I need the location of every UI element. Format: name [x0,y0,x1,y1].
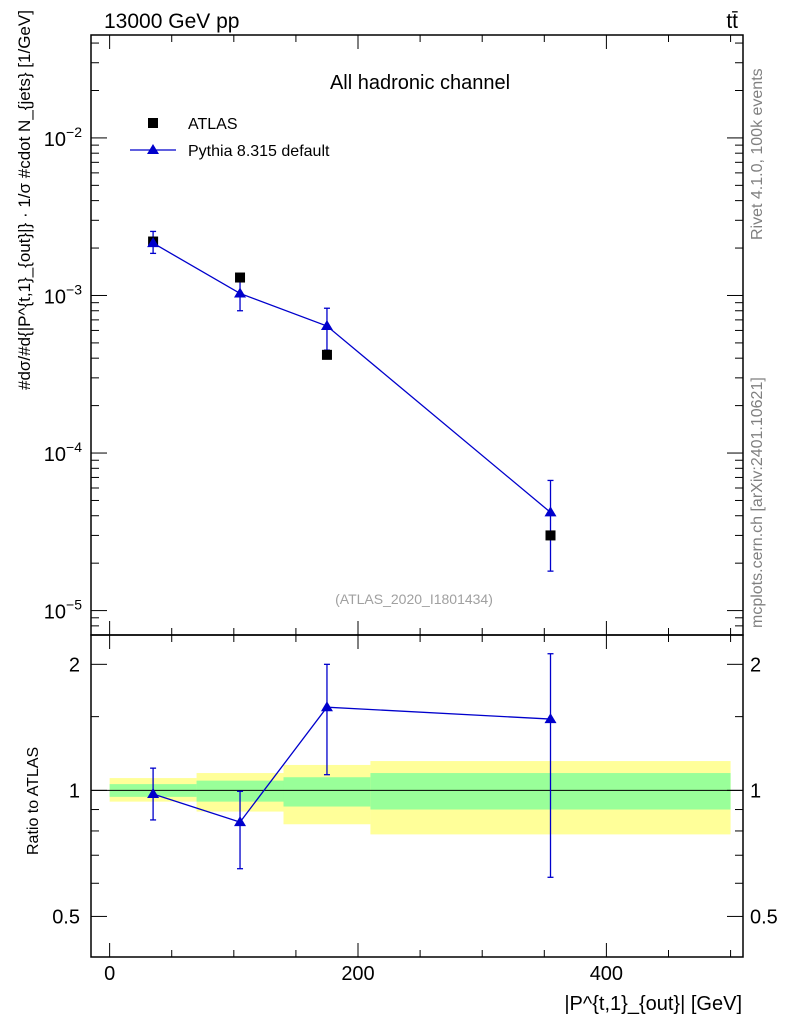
pythia-point-0 [147,237,160,248]
pythia-point-3 [544,506,557,517]
y-ratio-tick-label-right-2: 2 [750,654,761,676]
ratio-band-green-2 [283,777,371,807]
x-tick-label-1: 200 [341,963,374,985]
ratio-point-0 [147,788,160,799]
legend: ATLAS Pythia 8.315 default [130,116,330,160]
y-axis-label-ratio: Ratio to ATLAS [25,747,42,855]
pythia-point-1 [234,287,247,298]
y-main-tick-label-1: 10−3 [44,281,82,308]
x-tick-label-2: 400 [590,963,623,985]
atlas-point-1 [235,272,246,283]
atlas-point-3 [545,530,556,541]
legend-marker-atlas [148,118,158,128]
ratio-series-line [152,706,551,823]
x-axis-label: |P^{t,1}_{out}| [GeV] [564,993,742,1015]
y-axis-label-main: #dσ/#d{|P^{t,1}_{out}|} · 1/σ #cdot N_{j… [15,10,34,390]
pythia-series-line [152,242,551,513]
ratio-point-1 [234,816,247,827]
x-tick-label-0: 0 [104,963,115,985]
y-ratio-tick-label-left-0: 0.5 [52,906,80,928]
axes-ticks: 0 200 400 10−2 10−3 10−4 10−5 0.5 0.5 1 1 2 2 [44,35,778,985]
analysis-watermark: (ATLAS_2020_I1801434) [335,591,493,607]
main-plot-area [147,230,557,572]
ratio-plot-area [91,653,743,878]
legend-label-atlas: ATLAS [188,116,238,133]
header-energy-label: 13000 GeV pp [104,10,239,33]
side-label-mcplots: mcplots.cern.ch [arXiv:2401.10621] [749,377,766,628]
header-process-label: tt̄ [726,10,738,33]
y-ratio-tick-label-right-0: 0.5 [750,906,778,928]
y-main-tick-label-0: 10−2 [44,124,82,151]
side-label-rivet: Rivet 4.1.0, 100k events [749,68,766,240]
y-main-tick-label-3: 10−5 [44,597,82,624]
legend-label-pythia: Pythia 8.315 default [188,143,330,160]
atlas-point-2 [321,349,332,360]
chart-title: All hadronic channel [330,72,510,94]
ratio-uncertainty-bands [109,761,731,835]
ratio-point-2 [320,701,333,712]
y-ratio-tick-label-right-1: 1 [750,780,761,802]
pythia-point-2 [320,320,333,331]
ratio-point-3 [544,713,557,724]
y-ratio-tick-label-left-1: 1 [69,780,80,802]
y-main-tick-label-2: 10−4 [44,439,82,466]
y-ratio-tick-label-left-2: 2 [69,654,80,676]
ratio-plot-frame [90,634,744,958]
legend-marker-pythia [147,144,159,154]
